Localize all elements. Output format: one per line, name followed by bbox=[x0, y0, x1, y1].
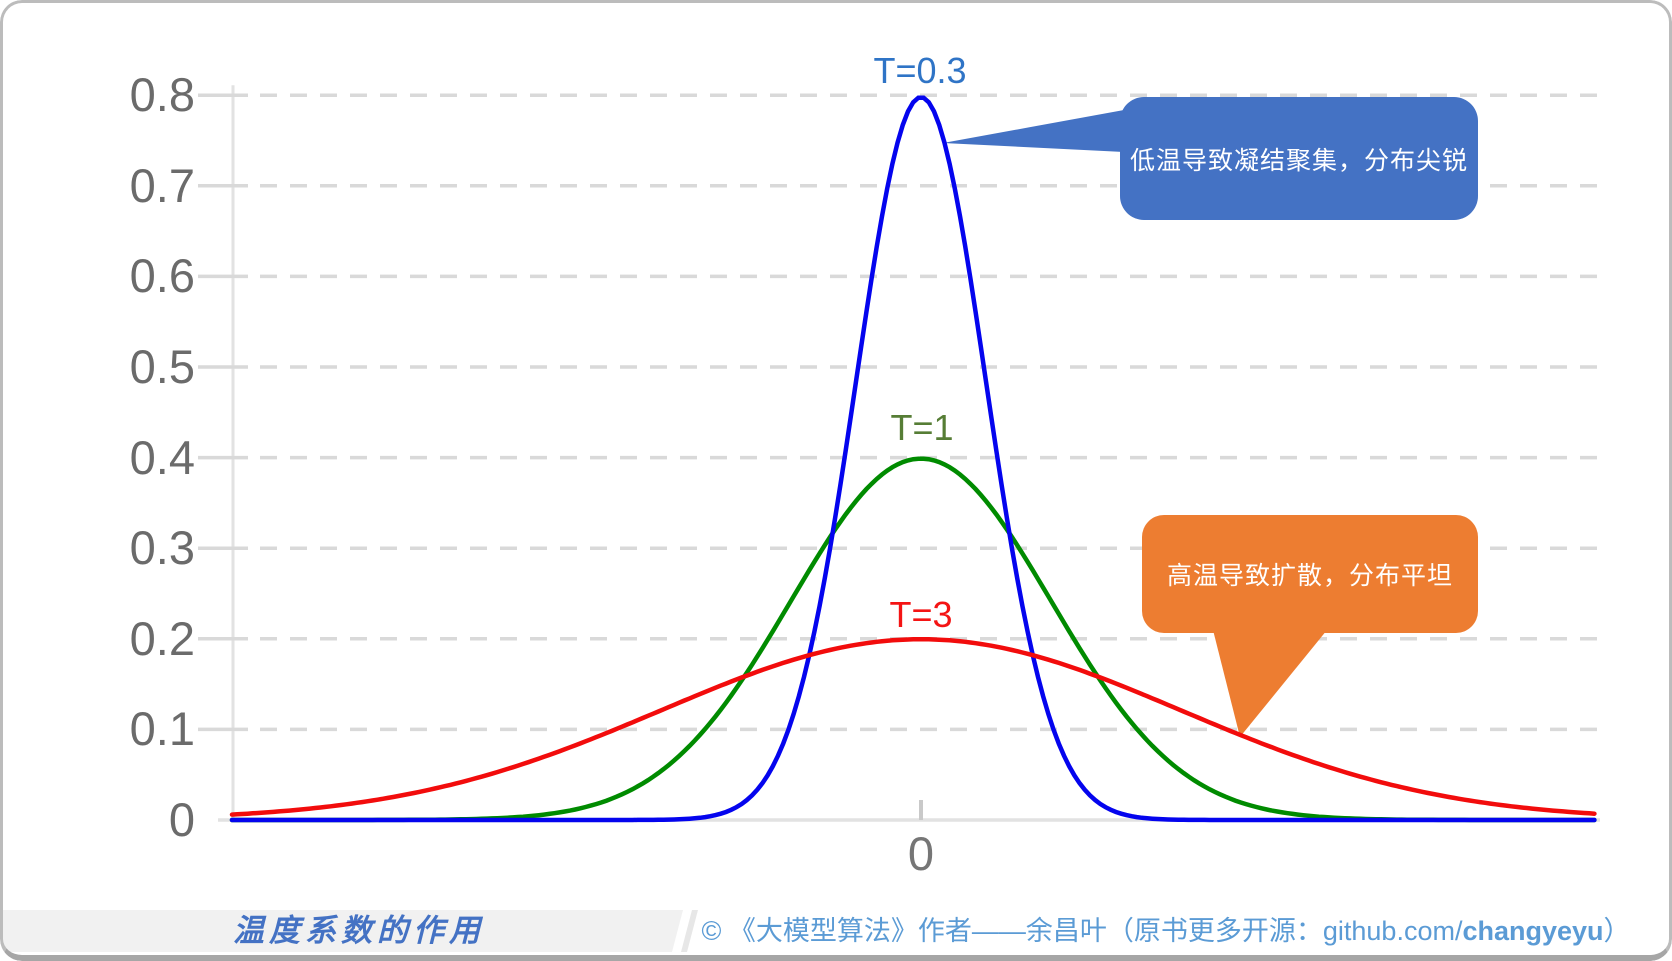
curve-label-T=0.3: T=0.3 bbox=[873, 50, 967, 91]
y-axis-tick-label: 0 bbox=[168, 793, 195, 846]
attribution-username: changyeyu bbox=[1462, 916, 1604, 946]
curve-label-T=3: T=3 bbox=[889, 594, 953, 635]
callout-high-temperature-text: 高温导致扩散，分布平坦 bbox=[1166, 562, 1453, 590]
attribution-link: github.com/ bbox=[1322, 916, 1463, 946]
attribution: © 《大模型算法》作者——余昌叶（原书更多开源：github.com/chang… bbox=[690, 910, 1642, 952]
y-axis-tick-label: 0.7 bbox=[129, 158, 195, 212]
callout-low-temperature-text: 低温导致凝结聚集，分布尖锐 bbox=[1129, 146, 1468, 175]
x-axis-tick-label: 0 bbox=[907, 827, 935, 880]
curve-T=3 bbox=[229, 637, 1597, 817]
y-axis-tick-label: 0.5 bbox=[129, 340, 195, 393]
chart-title: 温度系数的作用 bbox=[233, 913, 485, 949]
curve-T=0.3 bbox=[229, 95, 1597, 823]
footer-band bbox=[0, 910, 683, 952]
y-axis-tick-label: 0.2 bbox=[129, 611, 195, 665]
y-axis-tick-label: 0.6 bbox=[129, 249, 195, 303]
callout-low-temperature: 低温导致凝结聚集，分布尖锐 bbox=[1120, 97, 1478, 220]
y-axis-tick-label: 0.3 bbox=[129, 521, 195, 575]
curve-label-T=1: T=1 bbox=[890, 407, 954, 448]
y-axis-tick-label: 0.8 bbox=[129, 68, 195, 122]
callout-high-temperature: 高温导致扩散，分布平坦 bbox=[1142, 515, 1478, 633]
callout-pointer-low-temp bbox=[943, 110, 1124, 152]
attribution-prefix: © 《大模型算法》作者——余昌叶（原书更多开源： bbox=[701, 916, 1323, 946]
attribution-suffix: ） bbox=[1603, 916, 1631, 946]
y-axis-tick-label: 0.4 bbox=[129, 430, 195, 484]
y-axis-tick-label: 0.1 bbox=[129, 702, 195, 756]
callout-pointer-high-temp bbox=[1213, 630, 1327, 737]
